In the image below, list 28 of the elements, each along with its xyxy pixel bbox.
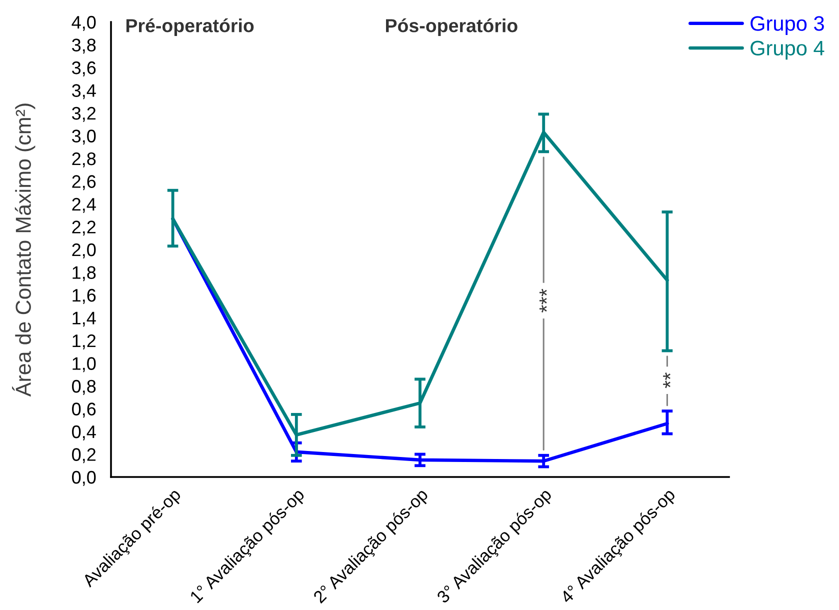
y-tick-label: 0,2 bbox=[72, 448, 96, 464]
y-tick-label: 3,6 bbox=[72, 61, 96, 76]
annotation: Pós-operatório bbox=[386, 18, 518, 36]
y-tick-label: 2,0 bbox=[72, 243, 96, 258]
y-tick-label: 3,0 bbox=[72, 130, 96, 145]
y-tick-label: 1,8 bbox=[72, 266, 96, 282]
y-tick-label: 0,4 bbox=[72, 425, 96, 440]
y-tick-label: 2,4 bbox=[72, 198, 96, 213]
y-tick-label: 2,2 bbox=[72, 220, 96, 236]
y-tick-label: 1,4 bbox=[72, 312, 96, 327]
legend-label: Grupo 3 bbox=[750, 16, 824, 35]
annotation: ** bbox=[663, 372, 670, 388]
y-axis-title: Área de Contato Máximo (cm²) bbox=[12, 104, 36, 397]
y-tick-label: 1,2 bbox=[72, 334, 96, 350]
y-tick-label: 2,8 bbox=[72, 152, 96, 168]
y-tick-label: 2,6 bbox=[72, 175, 96, 190]
y-tick-label: 3,4 bbox=[72, 84, 96, 100]
y-tick-label: 1,0 bbox=[72, 357, 96, 372]
y-tick-label: 1,6 bbox=[72, 288, 96, 304]
y-tick-label: 0,8 bbox=[72, 380, 96, 395]
y-tick-label: 0,0 bbox=[72, 470, 96, 486]
annotation: Pré-operatório bbox=[126, 18, 254, 36]
y-tick-label: 4,0 bbox=[72, 16, 96, 31]
annotation: *** bbox=[540, 288, 547, 313]
legend-label: Grupo 4 bbox=[750, 40, 824, 60]
y-tick-label: 3,2 bbox=[72, 106, 96, 122]
y-tick-label: 0,6 bbox=[72, 402, 96, 418]
y-tick-label: 3,8 bbox=[72, 38, 96, 54]
